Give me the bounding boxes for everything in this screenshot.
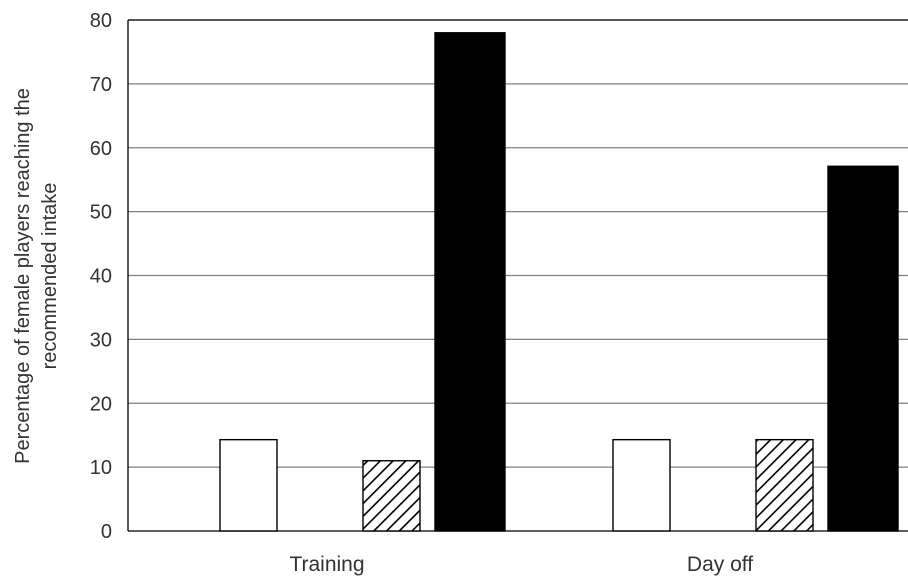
x-tick-labels: Training Day off <box>289 553 753 576</box>
y-tick-label: 10 <box>90 457 112 479</box>
bars <box>219 32 899 532</box>
bar-white-training <box>219 438 278 532</box>
bar-hatched-day-off <box>755 438 814 532</box>
bar-black-day-off <box>827 165 899 532</box>
y-tick-label: 80 <box>90 10 112 32</box>
y-axis-label-line: Percentage of female players reaching th… <box>12 88 34 464</box>
y-tick-label: 40 <box>90 266 112 288</box>
y-tick-label: 60 <box>90 138 112 160</box>
y-tick-label: 30 <box>90 329 112 351</box>
y-tick-label: 20 <box>90 393 112 415</box>
y-tick-label: 50 <box>90 202 112 224</box>
x-tick-label: Day off <box>687 553 753 576</box>
x-tick-label: Training <box>289 553 364 576</box>
y-tick-label: 70 <box>90 74 112 96</box>
y-tick-labels: 0 10 20 30 40 50 60 70 80 <box>90 10 112 543</box>
bar-white-day-off <box>612 438 671 532</box>
y-tick-label: 0 <box>101 521 112 543</box>
gridlines <box>128 19 908 468</box>
bar-hatched-training <box>362 460 421 532</box>
bar-black-training <box>434 32 506 532</box>
y-axis-label: Percentage of female players reaching th… <box>12 88 61 464</box>
y-axis-label-line: recommended intake <box>39 183 61 370</box>
